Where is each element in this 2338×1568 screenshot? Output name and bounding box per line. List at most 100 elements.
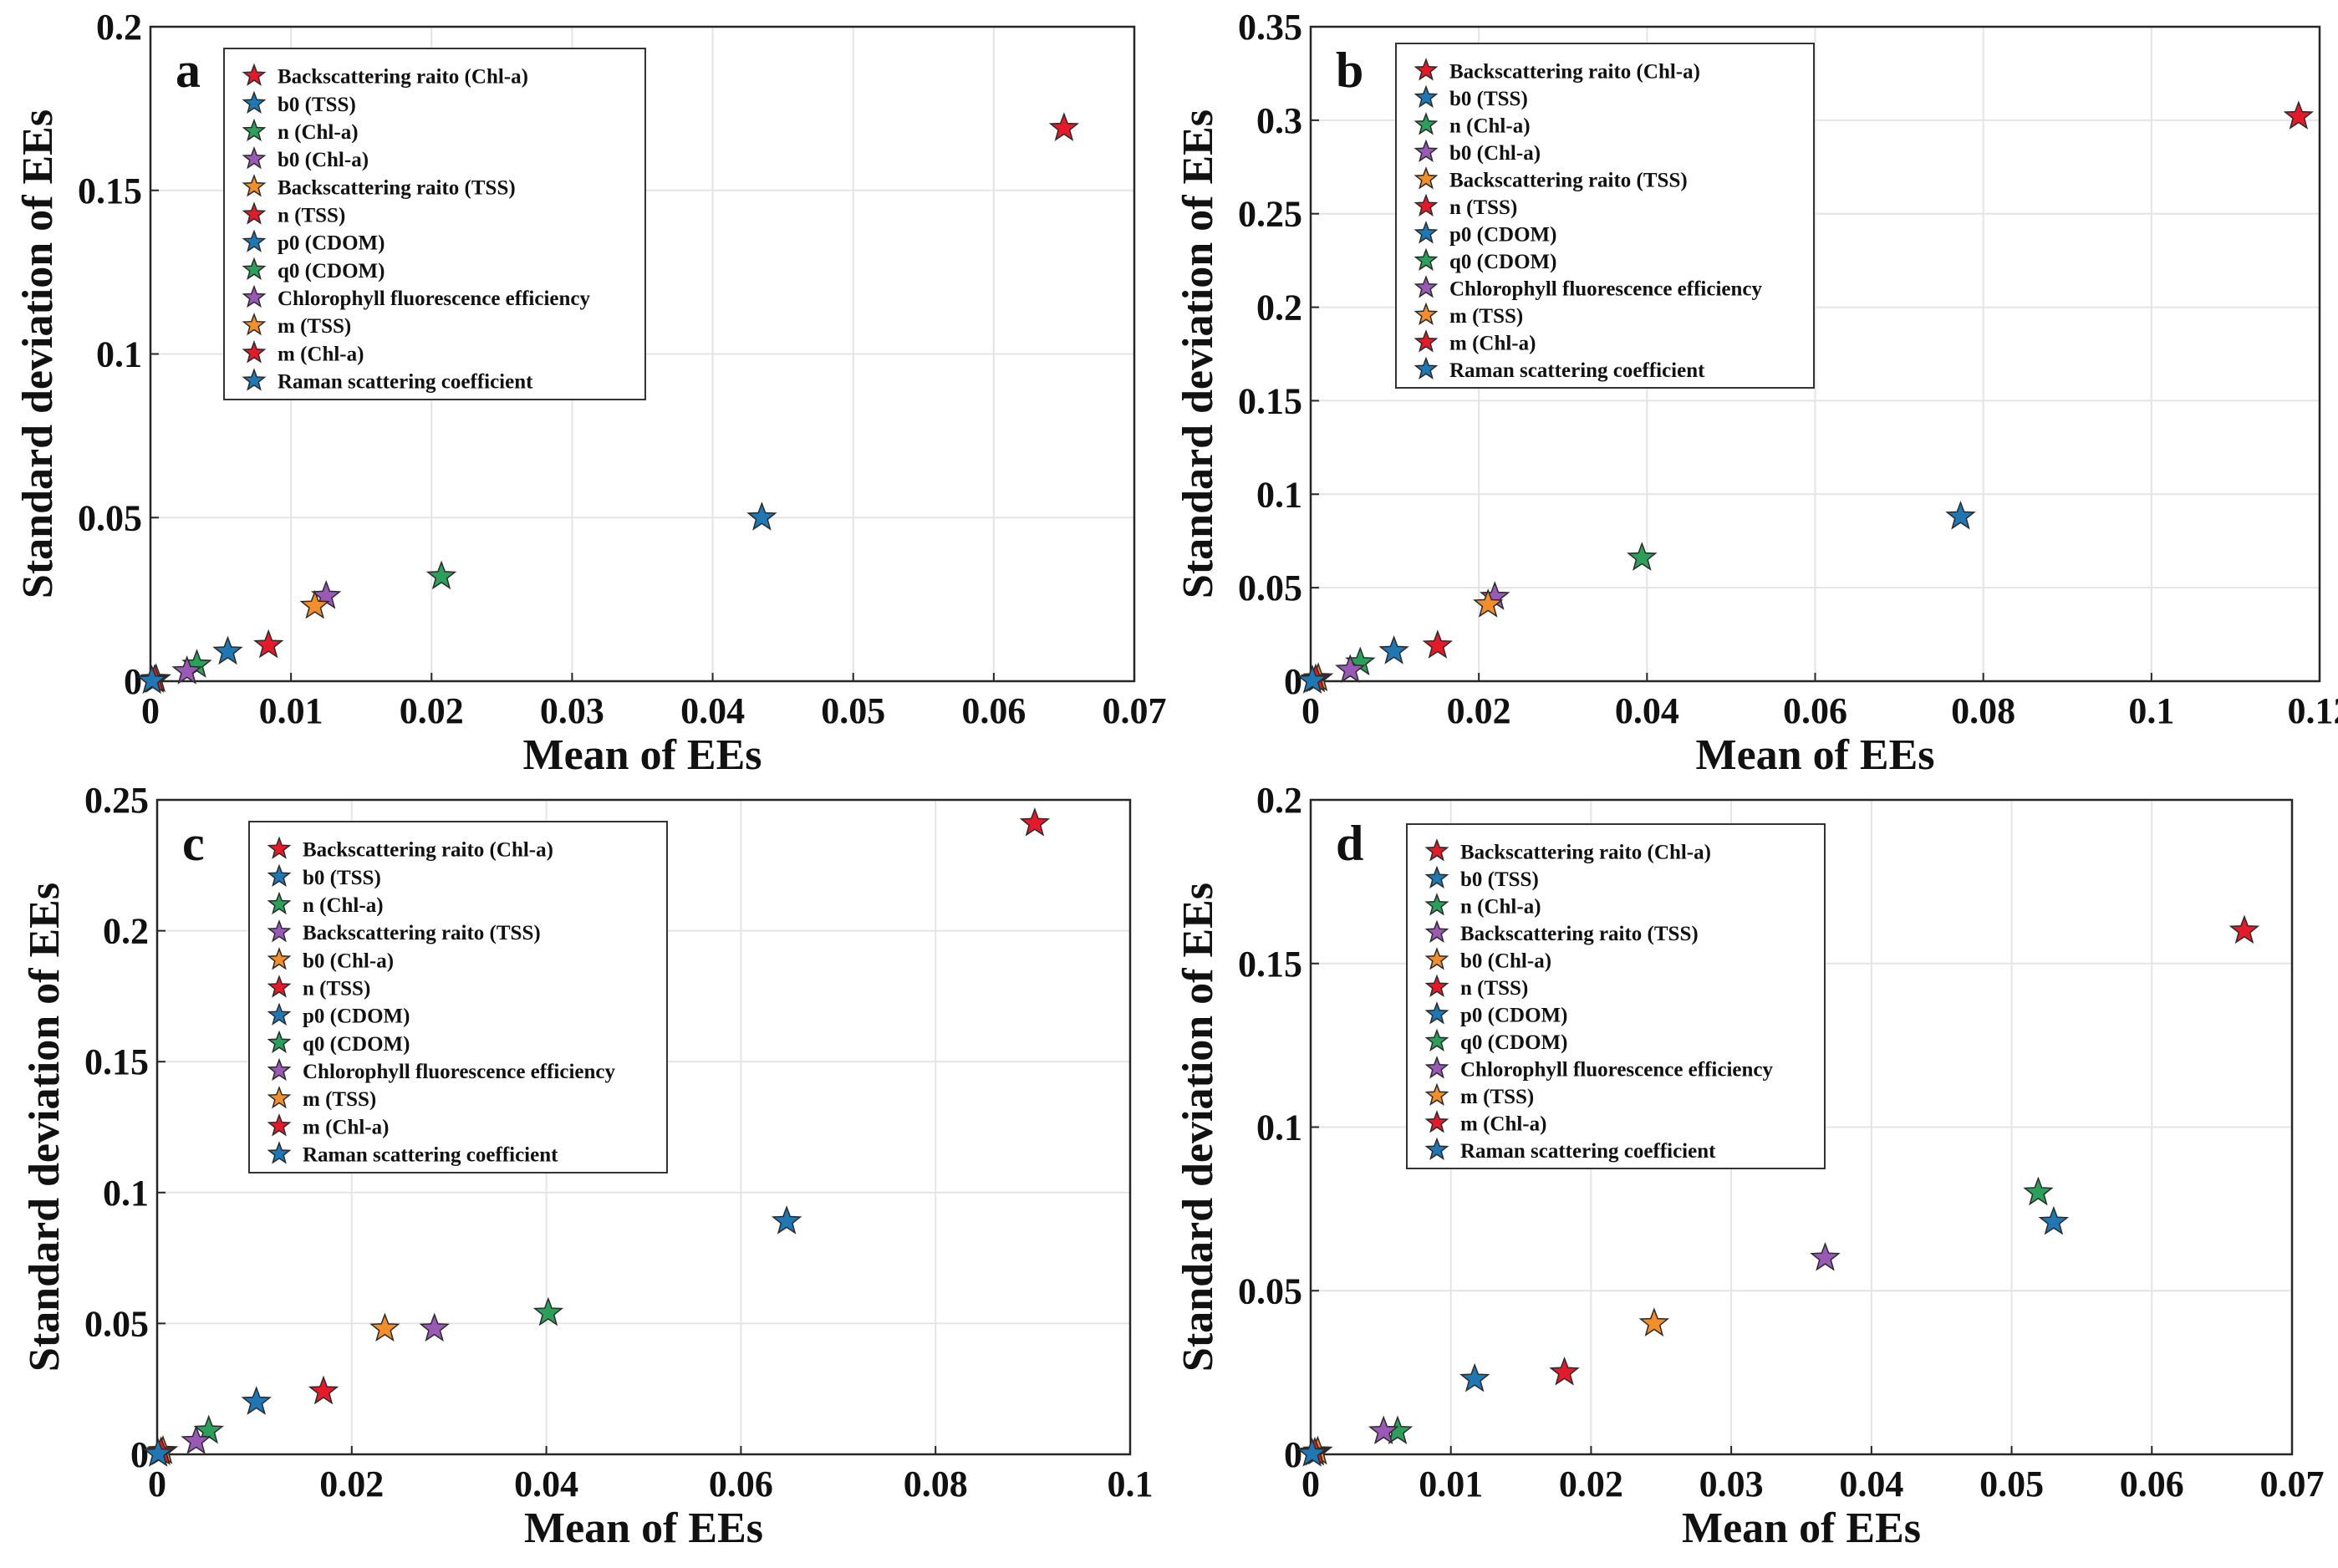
legend-box	[248, 821, 668, 1173]
data-point-star	[142, 1438, 174, 1467]
y-tick-label: 0.2	[1256, 288, 1302, 328]
legend-entry: Chlorophyll fluorescence efficiency	[1460, 1058, 1774, 1081]
legend-entry: p0 (CDOM)	[1460, 1004, 1567, 1026]
legend-marker-star	[242, 284, 267, 308]
legend-entry: n (Chl-a)	[1460, 895, 1541, 918]
y-tick-label: 0	[1284, 1434, 1302, 1475]
legend-entry: b0 (Chl-a)	[1460, 949, 1551, 972]
y-tick-label: 0	[124, 661, 142, 702]
legend-entry: Chlorophyll fluorescence efficiency	[1449, 277, 1763, 300]
data-point-star	[1549, 1356, 1580, 1386]
legend-entry: q0 (CDOM)	[1449, 251, 1556, 273]
y-tick-label: 0	[1284, 661, 1302, 702]
legend-marker-star	[1413, 247, 1439, 272]
y-tick-label: 0.15	[1238, 380, 1302, 421]
legend-marker-star	[242, 340, 267, 364]
x-tick-label: 0.03	[1699, 1464, 1764, 1504]
legend-marker-star	[1413, 193, 1439, 217]
data-point-star	[181, 1425, 211, 1454]
x-tick-label: 0.1	[1108, 1464, 1154, 1504]
legend-marker-star	[267, 1141, 292, 1164]
panel-label: b	[1336, 43, 1363, 98]
panel-label: d	[1336, 816, 1363, 871]
data-point-star	[419, 1312, 450, 1342]
data-point-star	[2283, 100, 2315, 130]
legend-entry: Backscattering raito (TSS)	[303, 922, 541, 944]
legend-entry: Backscattering raito (Chl-a)	[278, 66, 528, 89]
x-tick-label: 0	[1301, 690, 1320, 731]
y-tick-label: 0.25	[1238, 194, 1302, 235]
legend-box	[223, 48, 646, 400]
panel-label: a	[176, 43, 201, 98]
legend-marker-star	[242, 201, 267, 225]
x-tick-label: 0.04	[1615, 690, 1679, 731]
data-point-star	[1945, 500, 1976, 530]
panel-label: c	[182, 816, 205, 871]
legend-marker-star	[267, 975, 292, 998]
x-tick-label: 0.03	[540, 690, 604, 731]
legend-entry: n (TSS)	[1460, 977, 1528, 1000]
legend-entry: n (Chl-a)	[1449, 115, 1531, 137]
x-tick-label: 0.02	[1559, 1464, 1623, 1504]
legend-marker-star	[1424, 1082, 1449, 1107]
legend-marker-star	[1424, 919, 1449, 944]
plot-frame	[1309, 798, 2294, 1456]
x-tick-label: 0.02	[400, 690, 464, 731]
legend-marker-star	[1424, 1137, 1449, 1161]
legend: Backscattering raito (Chl-a) b0 (TSS) n (C…	[1406, 823, 1826, 1169]
legend-box	[1395, 43, 1815, 389]
legend-marker-star	[1413, 329, 1439, 353]
y-tick-label: 0.1	[96, 334, 142, 375]
data-point-star	[1368, 1415, 1399, 1445]
data-point-star	[1638, 1307, 1670, 1336]
legend-marker-star	[242, 90, 267, 115]
x-tick-label: 0.06	[1783, 690, 1847, 731]
legend-entry: p0 (CDOM)	[1449, 223, 1556, 246]
legend-marker-star	[267, 1030, 292, 1054]
data-point-star	[253, 629, 284, 659]
data-point-star	[136, 664, 167, 695]
legend-entry: Chlorophyll fluorescence efficiency	[278, 288, 591, 310]
data-point-star	[2023, 1176, 2054, 1206]
plot-frame	[1309, 25, 2321, 683]
legend-entry: m (Chl-a)	[303, 1116, 389, 1138]
legend-marker-star	[242, 145, 267, 170]
data-point-star	[746, 501, 777, 531]
plot-frame	[149, 25, 1136, 683]
data-point-star	[1296, 664, 1328, 694]
legend-marker-star	[242, 63, 267, 86]
legend-marker-star	[1424, 1028, 1449, 1052]
legend-entry: m (Chl-a)	[278, 343, 364, 365]
legend-entry: n (TSS)	[1449, 196, 1517, 219]
legend-entry: q0 (CDOM)	[278, 260, 385, 283]
legend-entry: q0 (CDOM)	[1460, 1031, 1567, 1054]
x-tick-label: 0.05	[1979, 1464, 2044, 1504]
legend-entry: p0 (CDOM)	[278, 232, 385, 255]
legend-marker-star	[267, 1113, 292, 1137]
data-point-star	[1048, 112, 1080, 141]
legend-entry: b0 (TSS)	[303, 867, 381, 889]
y-tick-label: 0.05	[78, 497, 142, 538]
legend-entry: Backscattering raito (Chl-a)	[1449, 60, 1700, 83]
data-point-star	[212, 635, 243, 665]
data-point-star	[1810, 1241, 1841, 1271]
x-tick-label: 0.08	[1951, 690, 2015, 731]
legend-marker-star	[267, 919, 292, 943]
x-tick-label: 0.06	[961, 690, 1026, 731]
data-point-star	[425, 560, 457, 590]
legend-entry: Raman scattering coefficient	[303, 1143, 558, 1166]
legend-entry: b0 (TSS)	[1449, 88, 1528, 110]
y-tick-label: 0.2	[96, 7, 142, 48]
legend-marker-star	[242, 174, 267, 197]
legend-entry: m (Chl-a)	[1449, 332, 1536, 354]
legend-entry: Raman scattering coefficient	[278, 370, 533, 393]
legend-marker-star	[1424, 838, 1449, 862]
legend-marker-star	[267, 891, 292, 915]
legend: Backscattering raito (Chl-a) b0 (TSS) n (C…	[1395, 43, 1815, 389]
legend-marker-star	[242, 229, 267, 252]
legend-entry: Backscattering raito (TSS)	[1449, 169, 1688, 191]
legend-entry: n (TSS)	[278, 204, 345, 227]
data-point-star	[1335, 654, 1366, 684]
y-tick-label: 0.05	[1238, 1270, 1302, 1311]
